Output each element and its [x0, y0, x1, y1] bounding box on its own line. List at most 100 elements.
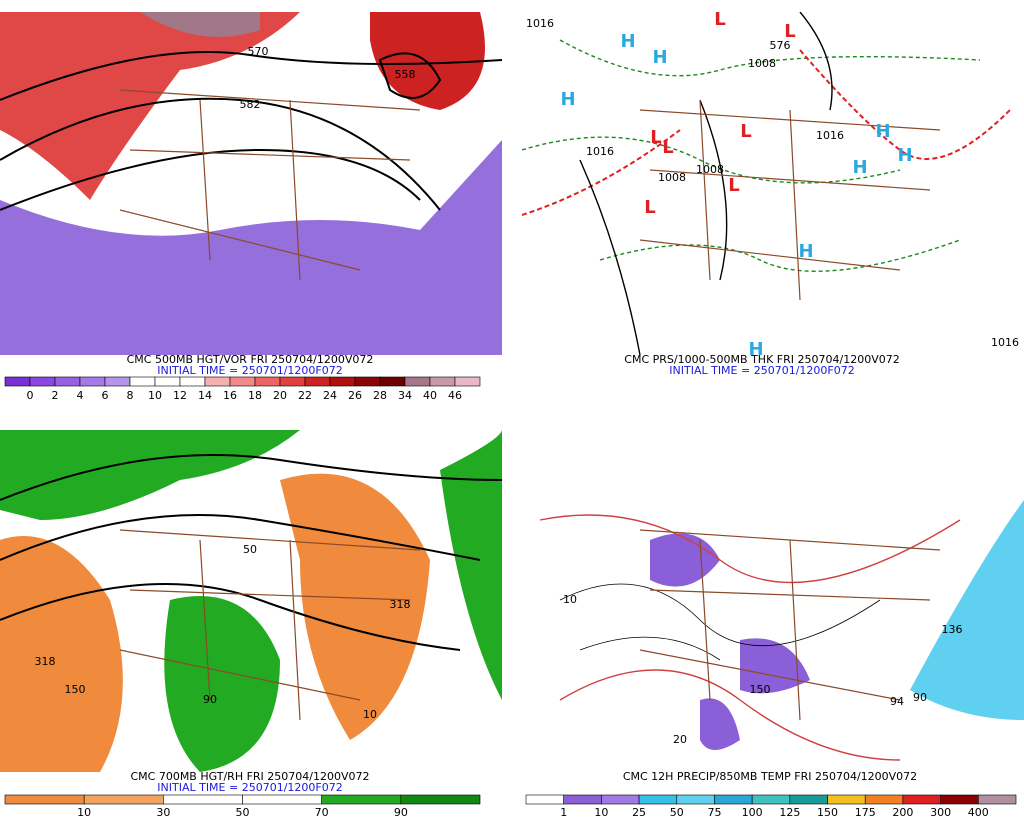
colorbar-swatch — [940, 794, 979, 805]
colorbar-swatch — [563, 794, 602, 805]
colorbar-label: 16 — [223, 389, 237, 402]
colorbar-label: 25 — [632, 806, 646, 819]
colorbar-label: 70 — [315, 806, 329, 819]
colorbar-label: 0 — [27, 389, 34, 402]
pressure-center: H — [852, 157, 867, 178]
contour-label: 1016 — [526, 17, 554, 30]
colorbar-swatch — [4, 376, 31, 387]
pressure-center: L — [644, 197, 655, 218]
colorbar-swatch — [789, 794, 828, 805]
colorbar-swatch — [83, 794, 164, 805]
colorbar-label: 30 — [156, 806, 170, 819]
colorbar-swatch — [129, 376, 156, 387]
contour-label: 1008 — [696, 163, 724, 176]
colorbar-swatch — [902, 794, 941, 805]
colorbar-swatch — [429, 376, 456, 387]
pressure-center: H — [620, 31, 635, 52]
colorbar-label: 6 — [102, 389, 109, 402]
colorbar-swatch — [179, 376, 206, 387]
pressure-center: L — [740, 121, 751, 142]
colorbar-swatch — [254, 376, 281, 387]
pressure-center: L — [650, 127, 661, 148]
colorbar-label: 4 — [77, 389, 84, 402]
contour-label: 150 — [65, 683, 86, 696]
colorbar-label: 150 — [817, 806, 838, 819]
colorbar-swatch — [379, 376, 406, 387]
pressure-center: L — [714, 9, 725, 30]
contour-label: 20 — [673, 733, 687, 746]
pressure-center: L — [662, 137, 673, 158]
colorbar-swatch — [827, 794, 866, 805]
colorbar-label: 40 — [423, 389, 437, 402]
colorbar-swatch — [4, 794, 85, 805]
contour-label: 94 — [890, 695, 904, 708]
panel-subtitle: INITIAL TIME = 250701/1200F072 — [669, 364, 854, 377]
colorbar-swatch — [638, 794, 678, 805]
map-precip — [522, 430, 1024, 772]
colorbar-label: 75 — [707, 806, 721, 819]
contour-label: 1016 — [991, 336, 1019, 349]
colorbar-swatch — [714, 794, 753, 805]
colorbar-label: 46 — [448, 389, 462, 402]
colorbar-swatch — [329, 376, 356, 387]
colorbar-label: 400 — [968, 806, 989, 819]
colorbar-label: 28 — [373, 389, 387, 402]
pressure-center: H — [652, 47, 667, 68]
panel-title: CMC 500MB HGT/VOR FRI 250704/1200V072 — [127, 353, 374, 366]
colorbar-swatch — [54, 376, 81, 387]
colorbar-swatch — [279, 376, 306, 387]
colorbar-label: 200 — [892, 806, 913, 819]
contour-label: 318 — [390, 598, 411, 611]
colorbar-swatch — [304, 376, 331, 387]
colorbar-swatch — [601, 794, 640, 805]
contour-label: 1016 — [586, 145, 614, 158]
colorbar-swatch — [400, 794, 481, 805]
colorbar-label: 20 — [273, 389, 287, 402]
colorbar-swatch — [404, 376, 431, 387]
colorbar-swatch — [978, 794, 1017, 805]
colorbar-label: 2 — [52, 389, 59, 402]
colorbar-swatch — [163, 794, 243, 805]
contour-label: 582 — [240, 98, 261, 111]
colorbar-label: 300 — [930, 806, 951, 819]
contour-label: 1016 — [816, 129, 844, 142]
colorbar-swatch — [154, 376, 181, 387]
colorbar-label: 24 — [323, 389, 337, 402]
colorbar-label: 100 — [742, 806, 763, 819]
colorbar-swatch — [242, 794, 322, 805]
panel-subtitle: INITIAL TIME = 250701/1200F072 — [157, 781, 342, 794]
map-pressure — [522, 12, 1024, 355]
colorbar-label: 26 — [348, 389, 362, 402]
colorbar-swatch — [525, 794, 564, 805]
pressure-center: H — [875, 121, 890, 142]
map-vorticity — [0, 12, 502, 355]
contour-label: 576 — [770, 39, 791, 52]
contour-label: 90 — [913, 691, 927, 704]
colorbar-label: 12 — [173, 389, 187, 402]
colorbar-label: 10 — [148, 389, 162, 402]
panel-title: CMC 700MB HGT/RH FRI 250704/1200V072 — [130, 770, 369, 783]
colorbar-label: 8 — [127, 389, 134, 402]
colorbar-label: 50 — [670, 806, 684, 819]
colorbar-label: 10 — [77, 806, 91, 819]
contour-label: 318 — [35, 655, 56, 668]
colorbar-label: 22 — [298, 389, 312, 402]
contour-label: 1008 — [658, 171, 686, 184]
colorbar-label: 125 — [779, 806, 800, 819]
pressure-center: H — [748, 339, 763, 360]
colorbar-label: 18 — [248, 389, 262, 402]
colorbar-swatch — [104, 376, 131, 387]
colorbar-swatch — [321, 794, 402, 805]
colorbar-swatch — [29, 376, 56, 387]
contour-label: 90 — [203, 693, 217, 706]
panel-title: CMC 12H PRECIP/850MB TEMP FRI 250704/120… — [623, 770, 917, 783]
pressure-center: H — [897, 145, 912, 166]
contour-label: 10 — [363, 708, 377, 721]
colorbar-swatch — [454, 376, 481, 387]
colorbar-label: 90 — [394, 806, 408, 819]
panel-title: CMC PRS/1000-500MB THK FRI 250704/1200V0… — [624, 353, 899, 366]
colorbar-swatch — [864, 794, 904, 805]
contour-label: 136 — [942, 623, 963, 636]
contour-label: 1008 — [748, 57, 776, 70]
